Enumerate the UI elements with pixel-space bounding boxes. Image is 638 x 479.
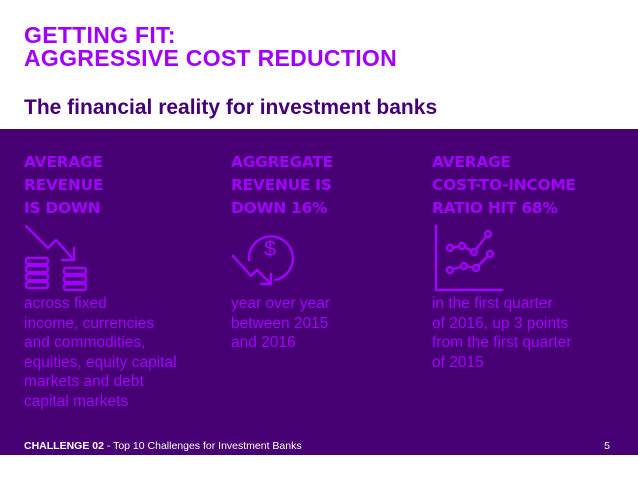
body-line: equities, equity capital [24,353,177,371]
body-line: between 2015 [231,314,329,332]
challenge-label: CHALLENGE 02 [24,440,104,452]
svg-text:$: $ [264,236,276,261]
challenge-text: - Top 10 Challenges for Investment Banks [103,440,302,452]
heading-line: IS DOWN [24,199,101,217]
body-line: year over year [231,295,331,312]
heading-line: COST-TO-INCOME [432,176,576,194]
body-line: income, currencies [24,314,155,332]
body-line: and 2016 [231,334,296,351]
content-panel: AVERAGE REVENUE IS DOWN across fixed inc… [0,129,638,455]
body-line: markets and debt [24,373,144,390]
body-line: capital markets [24,392,129,410]
column-heading: AVERAGE REVENUE IS DOWN [24,151,204,220]
rising-line-chart-icon [432,224,504,299]
heading-line: AVERAGE [24,153,103,171]
column-body: year over year between 2015 and 2016 [231,294,421,353]
body-line: and commodities, [24,334,146,351]
body-line: in the first quarter [432,295,553,312]
heading-line: REVENUE [24,176,104,194]
title-line-1: GETTING FIT: [24,22,176,48]
title-line-2: AGGRESSIVE COST REDUCTION [24,45,397,71]
header-area: GETTING FIT: AGGRESSIVE COST REDUCTION T… [0,0,638,129]
body-line: from the first quarter [432,334,572,351]
dollar-down-arrow-icon: $ [231,224,301,299]
heading-line: AVERAGE [432,153,511,171]
body-line: of 2015 [432,353,484,371]
subtitle: The financial reality for investment ban… [24,96,438,119]
heading-line: REVENUE IS [231,176,332,194]
column-body: in the first quarter of 2016, up 3 point… [432,294,622,372]
column-body: across fixed income, currencies and comm… [24,294,214,411]
column-heading: AVERAGE COST-TO-INCOME RATIO HIT 68% [432,151,612,220]
body-line: of 2016, up 3 points [432,314,569,332]
heading-line: RATIO HIT 68% [432,199,558,217]
footer-caption: CHALLENGE 02 - Top 10 Challenges for Inv… [24,440,302,452]
heading-line: AGGREGATE [231,153,333,171]
column-heading: AGGREGATE REVENUE IS DOWN 16% [231,151,411,220]
heading-line: DOWN 16% [231,199,328,217]
body-line: across fixed [24,295,107,312]
page-number: 5 [604,440,610,452]
declining-coins-icon [24,224,94,299]
